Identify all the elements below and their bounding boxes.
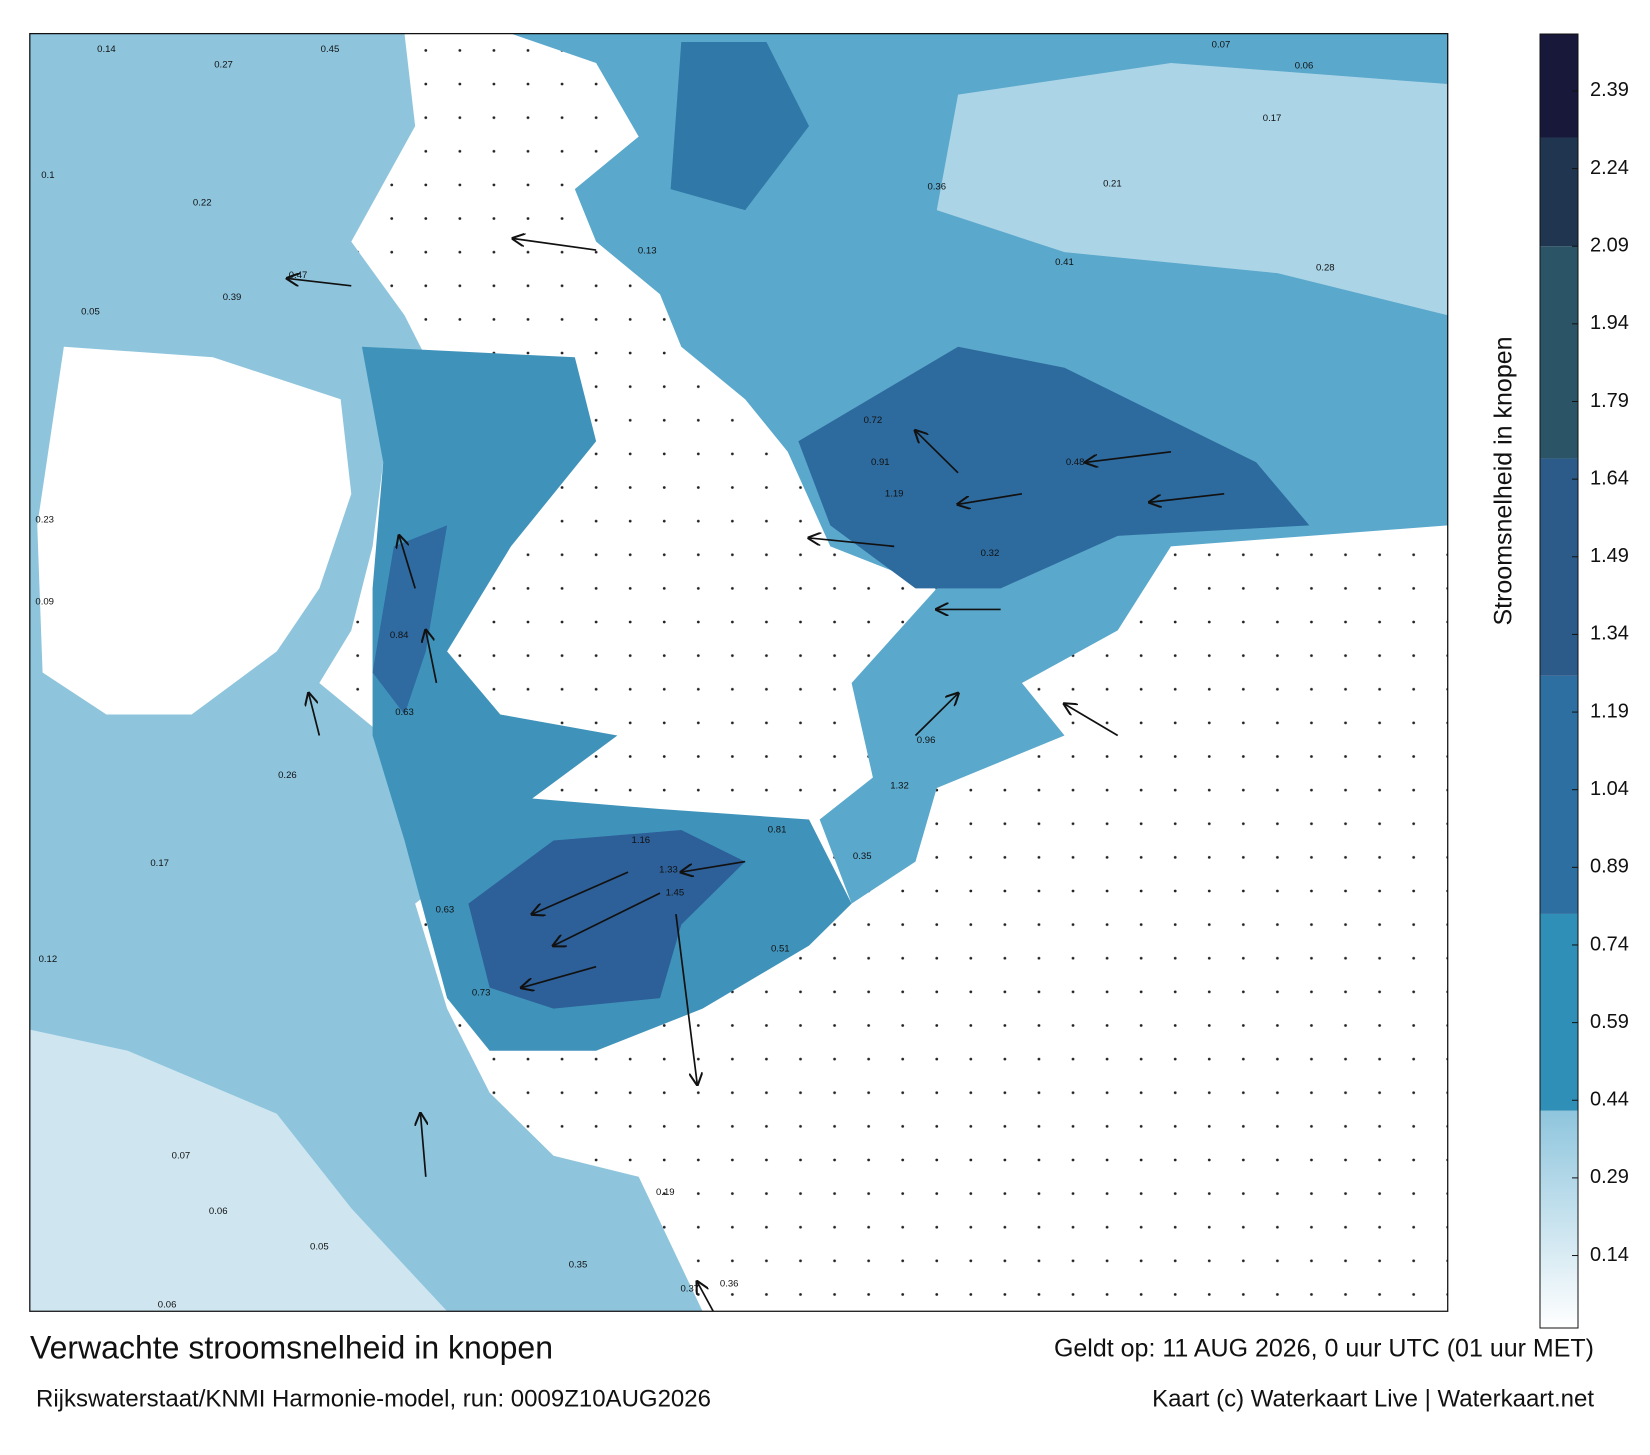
colorbar-tick-label: 1.34 xyxy=(1590,623,1629,645)
speed-label: 0.35 xyxy=(569,1260,588,1271)
colorbar-tick-label: 0.44 xyxy=(1590,1089,1629,1111)
credit: Kaart (c) Waterkaart Live | Waterkaart.n… xyxy=(1152,1385,1594,1412)
speed-label: 0.23 xyxy=(35,515,54,526)
speed-label: 0.22 xyxy=(193,197,212,208)
speed-label: 0.17 xyxy=(150,858,169,869)
colorbar-label: Stroomsnelheid in knopen xyxy=(1490,336,1518,625)
speed-label: 0.37 xyxy=(680,1284,699,1295)
speed-label: 0.73 xyxy=(472,987,491,998)
speed-label: 0.51 xyxy=(771,943,790,954)
colorbar-band xyxy=(1540,458,1578,676)
speed-label: 0.19 xyxy=(656,1187,675,1198)
speed-label: 1.16 xyxy=(632,835,651,846)
sea-strait-deep xyxy=(372,525,448,715)
speed-label: 0.32 xyxy=(981,548,1000,559)
sea-north-deep xyxy=(670,42,810,211)
speed-label: 0.91 xyxy=(871,457,890,468)
colorbar-tick-label: 1.49 xyxy=(1590,545,1629,567)
speed-label: 0.81 xyxy=(768,825,787,836)
speed-label: 0.14 xyxy=(97,44,116,55)
speed-label: 0.05 xyxy=(310,1242,329,1253)
colorbar-tick-label: 0.59 xyxy=(1590,1011,1629,1033)
speed-label: 0.39 xyxy=(223,292,242,303)
speed-label: 0.96 xyxy=(917,735,936,746)
speed-label: 0.63 xyxy=(395,707,414,718)
speed-label: 0.1 xyxy=(41,170,54,181)
speed-labels: 0.14 0.27 0.45 0.1 0.22 0.47 0.39 0.05 0.23 0.09 0… xyxy=(35,40,1334,1311)
colorbar-tick-label: 1.94 xyxy=(1590,312,1629,334)
colorbar-band xyxy=(1540,34,1578,138)
speed-label: 0.07 xyxy=(172,1150,191,1161)
colorbar-tick-label: 0.74 xyxy=(1590,933,1629,955)
sea-light xyxy=(936,63,1448,316)
colorbar-tick-label: 2.39 xyxy=(1590,79,1629,101)
colorbar-tick-label: 0.14 xyxy=(1590,1244,1629,1266)
speed-label: 0.48 xyxy=(1066,457,1085,468)
colorbar-frame xyxy=(1539,33,1579,1329)
speed-label: 0.17 xyxy=(1263,113,1282,124)
sea-northeast-deep xyxy=(798,346,1310,589)
colorbar-tick-label: 2.09 xyxy=(1590,234,1629,256)
speed-label: 0.45 xyxy=(321,44,340,55)
speed-label: 0.09 xyxy=(35,597,54,608)
map-frame xyxy=(29,32,1449,1312)
speed-label: 1.32 xyxy=(890,780,909,791)
colorbar-tick-label: 1.79 xyxy=(1590,390,1629,412)
speed-label: 0.21 xyxy=(1103,178,1122,189)
speed-label: 0.05 xyxy=(81,307,100,318)
speed-label: 0.36 xyxy=(720,1279,739,1290)
valid-time: Geldt op: 11 AUG 2026, 0 uur UTC (01 uur… xyxy=(1054,1335,1594,1363)
map: 0.14 0.27 0.45 0.1 0.22 0.47 0.39 0.05 0.23 0.09 0… xyxy=(29,32,1449,1312)
speed-label: 0.36 xyxy=(927,182,946,193)
colorbar-tick-label: 1.64 xyxy=(1590,467,1629,489)
speed-label: 0.41 xyxy=(1055,257,1074,268)
colorbar-tick-label: 0.29 xyxy=(1590,1166,1629,1188)
title: Verwachte stroomsnelheid in knopen xyxy=(30,1329,553,1365)
speed-label: 0.12 xyxy=(39,954,58,965)
colorbar-tick-label: 1.04 xyxy=(1590,778,1629,800)
colorbar: 0.14 0.29 0.44 0.59 0.74 0.89 1.04 1.19 1.34 1.49… xyxy=(1540,34,1629,1328)
colorbar-band xyxy=(1540,1110,1578,1328)
speed-label: 0.07 xyxy=(1212,40,1231,51)
speed-label: 0.06 xyxy=(158,1300,177,1311)
speed-label: 0.47 xyxy=(289,270,308,281)
subtitle: Rijkswaterstaat/KNMI Harmonie-model, run… xyxy=(36,1385,711,1412)
current-arrows xyxy=(287,239,1225,1312)
speed-label: 1.33 xyxy=(659,865,678,876)
colorbar-band xyxy=(1540,137,1578,247)
speed-label: 0.35 xyxy=(853,851,872,862)
speed-label: 1.45 xyxy=(666,888,685,899)
speed-label: 0.28 xyxy=(1316,262,1335,273)
colorbar-band xyxy=(1540,913,1578,1111)
speed-label: 0.06 xyxy=(209,1206,228,1217)
island xyxy=(37,346,352,715)
sea-west xyxy=(29,33,703,1312)
colorbar-tick-label: 0.89 xyxy=(1590,856,1629,878)
speed-label: 0.84 xyxy=(390,630,409,641)
speed-label: 0.63 xyxy=(436,904,455,915)
sea-west-shallow xyxy=(29,1029,448,1312)
speed-label: 0.26 xyxy=(278,770,297,781)
speed-label: 0.06 xyxy=(1295,61,1314,72)
colorbar-band xyxy=(1540,246,1578,459)
colorbar-band xyxy=(1540,675,1578,914)
colorbar-tick-label: 1.19 xyxy=(1590,700,1629,722)
speed-label: 0.72 xyxy=(864,415,883,426)
speed-label: 0.27 xyxy=(214,60,233,71)
speed-label: 0.13 xyxy=(638,246,657,257)
colorbar-tick-label: 2.24 xyxy=(1590,157,1629,179)
speed-label: 1.19 xyxy=(885,488,904,499)
